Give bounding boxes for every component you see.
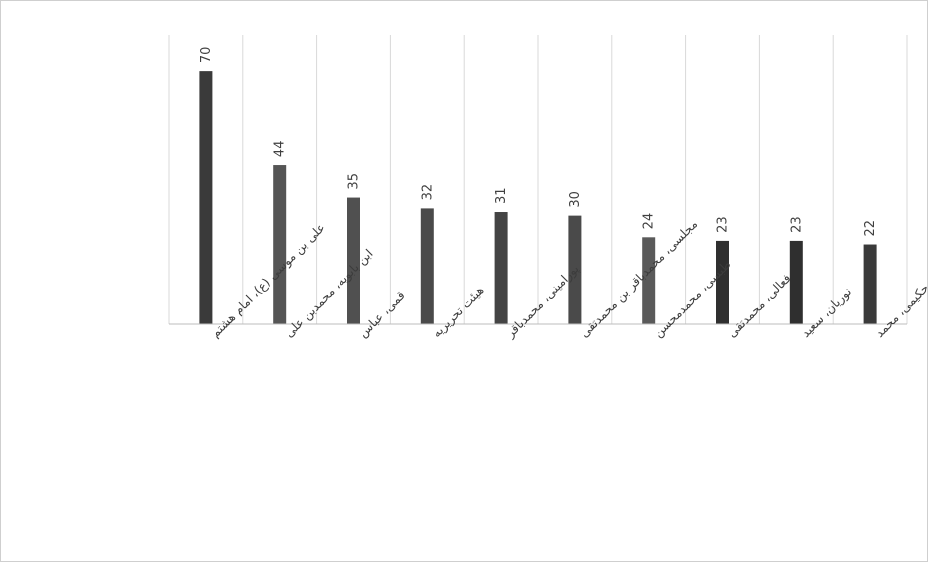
- bar: [863, 244, 877, 324]
- chart-grid: [168, 35, 908, 324]
- bar: [789, 240, 803, 324]
- data-label: 23: [789, 216, 804, 233]
- data-label: 70: [199, 47, 214, 64]
- bar: [568, 215, 582, 324]
- bar: [642, 237, 656, 324]
- bar: [273, 165, 287, 324]
- data-label: 30: [568, 191, 583, 208]
- chart-data-labels: 70 44 35 32 31 30 24 23 23 22: [199, 47, 878, 237]
- chart-bars: [199, 71, 877, 324]
- data-label: 32: [420, 184, 435, 201]
- data-label: 44: [273, 141, 288, 158]
- data-label: 31: [494, 187, 509, 204]
- category-label: حکیمی، محمد: [872, 281, 927, 340]
- data-label: 23: [716, 216, 731, 233]
- category-label: مجلسی، محمدباقر بن محمدتقی: [577, 217, 701, 341]
- bar: [494, 212, 508, 324]
- bar: [716, 240, 729, 324]
- category-label: نوریان، سعید: [799, 285, 855, 341]
- data-label: 22: [863, 220, 878, 237]
- category-label: علی بن موسی (ع)، امام هشتم: [208, 220, 328, 340]
- bar: [347, 197, 360, 324]
- data-label: 24: [642, 213, 657, 230]
- data-label: 35: [347, 173, 362, 190]
- bar: [199, 71, 213, 324]
- category-label: هیئت تحریریه: [430, 283, 488, 341]
- bar: [420, 208, 434, 324]
- category-label: قمی، عباس: [356, 288, 409, 341]
